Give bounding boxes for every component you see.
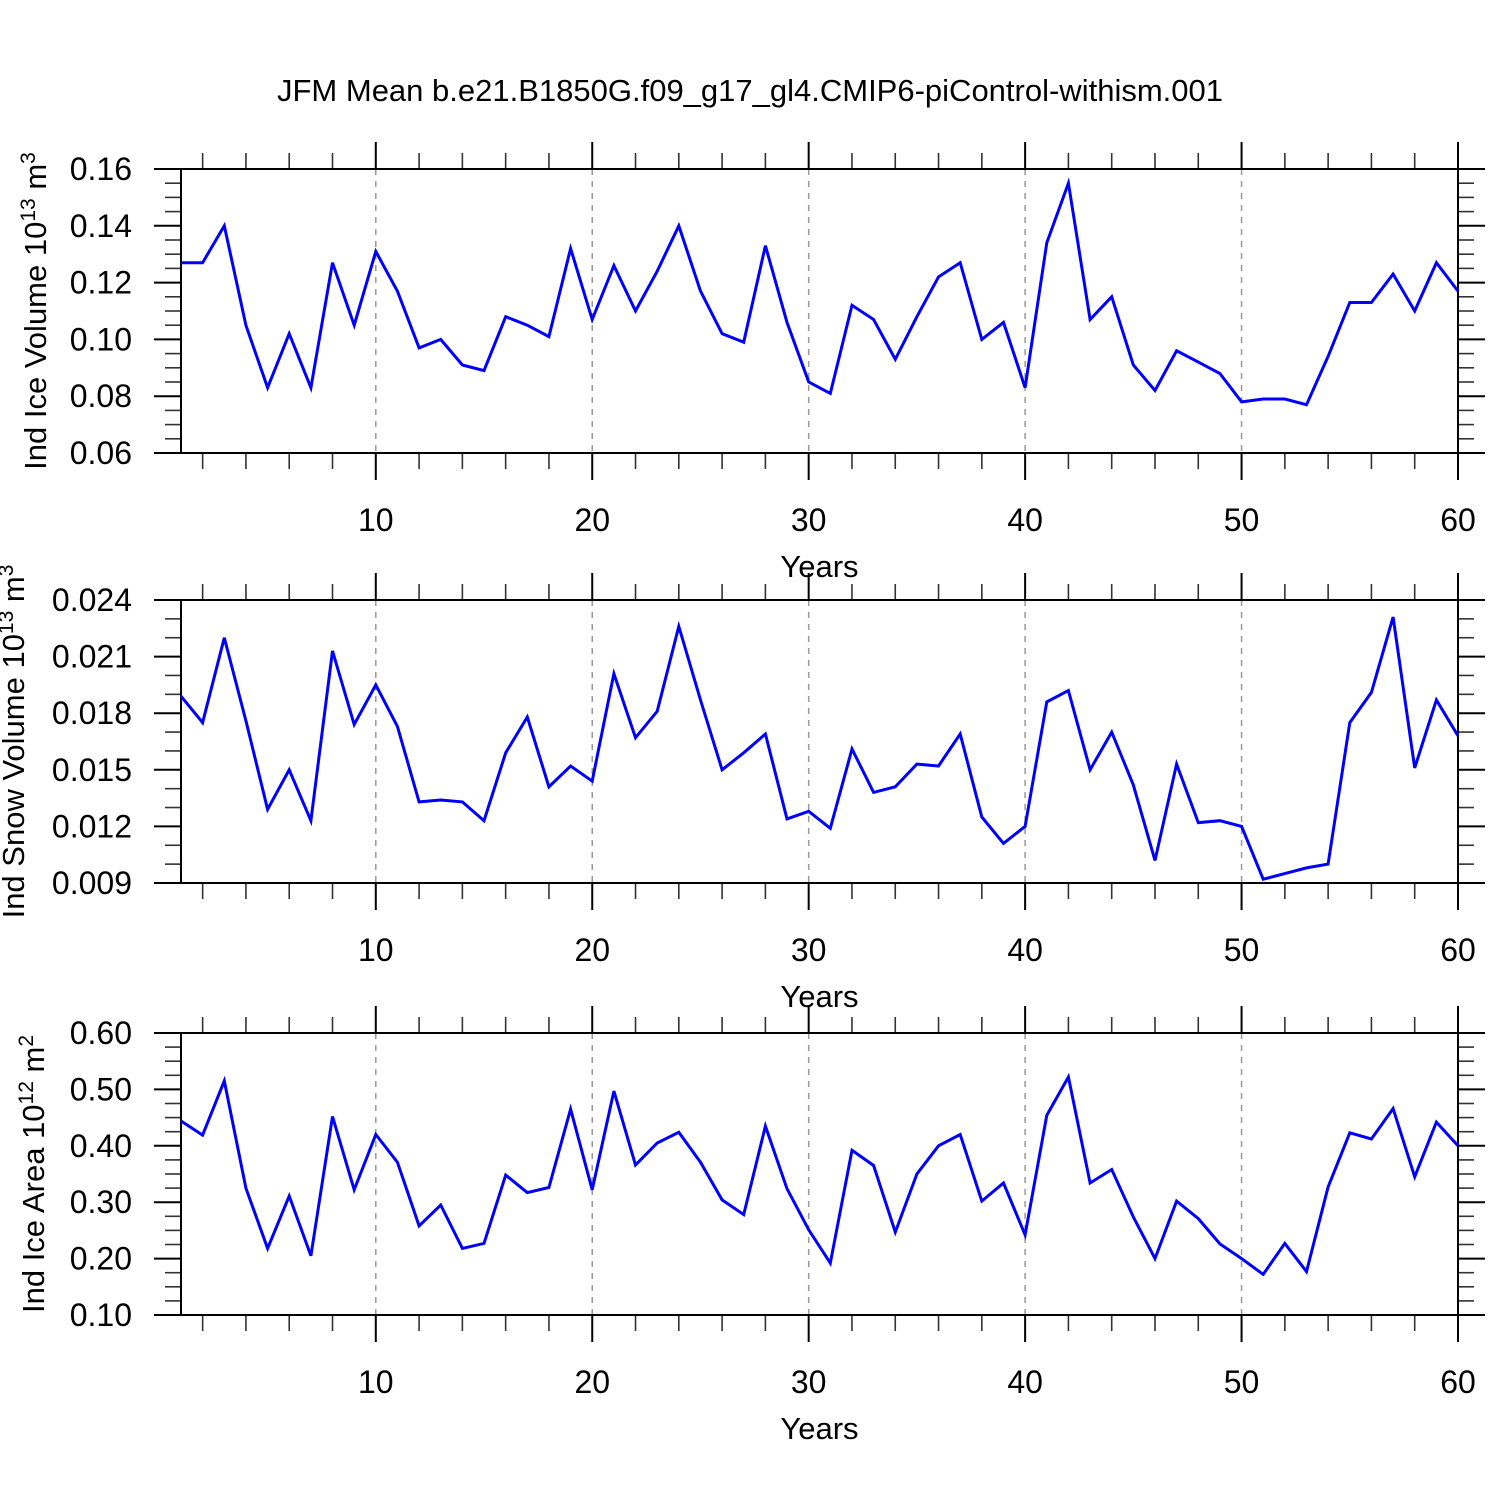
y-tick-label: 0.20 [70, 1241, 132, 1277]
y-axis-label: Ind Ice Volume 1013 m3 [17, 152, 53, 470]
panel-snow-volume: 10 20 30 40 50 60 0.009 0.012 0.015 0.018 0.021 0.0… [0, 565, 1485, 1014]
axis-frame [180, 599, 1459, 884]
x-tick-label: 10 [358, 1364, 394, 1400]
x-tick-label: 20 [574, 502, 610, 538]
y-tick-label: 0.015 [52, 752, 132, 788]
y-tick-label: 0.021 [52, 639, 132, 675]
x-tick-label: 20 [574, 932, 610, 968]
y-tick-label: 0.16 [70, 151, 132, 187]
y-tick-label: 0.012 [52, 808, 132, 844]
axis-frame [180, 1032, 1459, 1316]
y-tick-label: 0.024 [52, 582, 132, 618]
y-tick-label: 0.06 [70, 435, 132, 471]
y-axis-label: Ind Ice Area 1012 m2 [15, 1035, 51, 1313]
y-tick-label: 0.009 [52, 865, 132, 901]
x-tick-label: 50 [1224, 502, 1260, 538]
x-tick-label: 30 [791, 502, 827, 538]
y-tick-label: 0.40 [70, 1128, 132, 1164]
y-axis-label: Ind Snow Volume 1013 m3 [0, 565, 31, 919]
x-tick-label: 10 [358, 932, 394, 968]
panel-ice-volume: 10 20 30 40 50 60 0.06 0.08 0.10 0.12 0.14 0.16 Year… [17, 142, 1485, 584]
series-line [179, 616, 1460, 881]
x-tick-label: 60 [1440, 1364, 1476, 1400]
y-tick-label: 0.10 [70, 321, 132, 357]
x-tick-label: 40 [1007, 932, 1043, 968]
y-tick-label: 0.14 [70, 208, 132, 244]
x-tick-label: 40 [1007, 502, 1043, 538]
y-tick-label: 0.10 [70, 1297, 132, 1333]
x-axis-label: Years [780, 1411, 858, 1446]
x-tick-label: 20 [574, 1364, 610, 1400]
x-tick-label: 40 [1007, 1364, 1043, 1400]
y-tick-label: 0.30 [70, 1184, 132, 1220]
x-tick-label: 60 [1440, 932, 1476, 968]
y-tick-label: 0.018 [52, 695, 132, 731]
axis-frame [180, 168, 1459, 454]
x-tick-label: 60 [1440, 502, 1476, 538]
series-line [181, 177, 1460, 407]
x-tick-label: 30 [791, 932, 827, 968]
x-axis-label: Years [780, 549, 858, 584]
x-tick-label: 10 [358, 502, 394, 538]
y-tick-label: 0.08 [70, 378, 132, 414]
x-tick-label: 50 [1224, 1364, 1260, 1400]
chart-title: JFM Mean b.e21.B1850G.f09_g17_gl4.CMIP6-… [277, 73, 1223, 108]
panel-ice-area: 10 20 30 40 50 60 0.10 0.20 0.30 0.40 0.50 0.60 Year… [15, 1006, 1485, 1446]
x-tick-label: 50 [1224, 932, 1260, 968]
x-axis-label: Years [780, 979, 858, 1014]
y-tick-label: 0.60 [70, 1015, 132, 1051]
y-tick-label: 0.50 [70, 1071, 132, 1107]
x-tick-label: 30 [791, 1364, 827, 1400]
y-tick-label: 0.12 [70, 265, 132, 301]
series-line [180, 1072, 1460, 1277]
